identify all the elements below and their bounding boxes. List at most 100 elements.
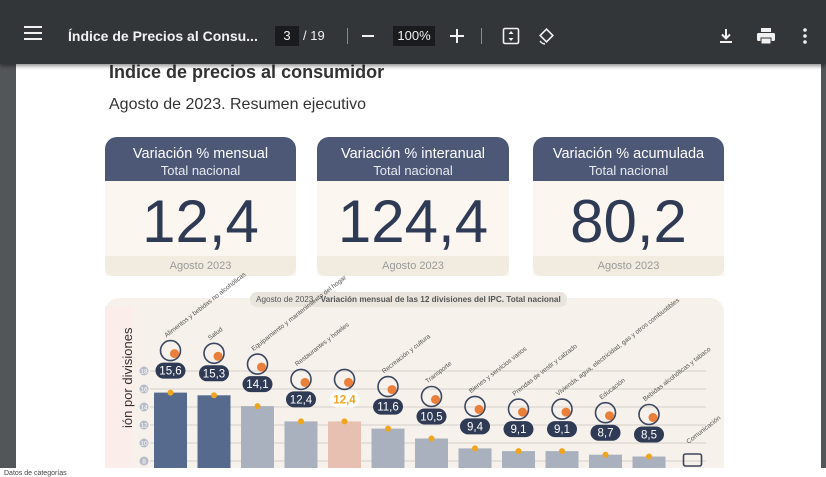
category-icon-accent (648, 413, 658, 422)
page-heading: Índice de precios al consumidor (109, 62, 385, 82)
horizontal-scrollbar[interactable] (0, 468, 826, 477)
phone-icon (682, 453, 703, 467)
category-icon-accent (561, 407, 571, 417)
card-monthly-variation: Variación % mensual Total nacional 12,4 … (105, 137, 296, 276)
bar-data-label: 8,5 (641, 430, 657, 442)
bar-data-label: 14,1 (246, 379, 268, 391)
bar-data-label: 15,3 (203, 368, 225, 380)
category-icon-accent (300, 377, 310, 387)
value-badge (373, 398, 403, 415)
card-subtitle: Total nacional (160, 163, 241, 178)
category-label: Salud (207, 326, 225, 342)
bar-value-marker (602, 451, 609, 458)
bar (589, 454, 622, 470)
pdf-page: Índice de precios al consumidor Agosto d… (16, 40, 821, 470)
y-tick-marker (139, 384, 149, 394)
category-label: Bebidas alcohólicas y tabaco (642, 346, 713, 403)
category-icon-accent (213, 351, 223, 361)
category-icon-accent (257, 362, 266, 372)
menu-icon[interactable] (24, 26, 42, 40)
y-tick-marker (139, 366, 149, 376)
y-tick-marker (139, 420, 149, 430)
category-icon-accent (344, 377, 353, 387)
card-header: Variación % interanual Total nacional (317, 137, 509, 181)
category-icon (246, 353, 269, 375)
card-value: 12,4 (142, 188, 259, 255)
card-accumulated-variation: Variación % acumulada Total nacional 80,… (533, 137, 724, 276)
card-title: Variación % interanual (340, 146, 485, 162)
y-tick-label: 16 (140, 387, 148, 394)
value-badge (242, 376, 273, 393)
value-badge (460, 418, 490, 435)
zoom-level-input[interactable]: 100% (393, 26, 435, 46)
bar-data-label: 8,7 (598, 428, 614, 440)
page-total: / 19 (303, 28, 325, 43)
card-title: Variación % mensual (132, 146, 269, 162)
zoom-out-icon[interactable] (362, 35, 374, 37)
card-footer: Agosto 2023 (533, 256, 724, 276)
value-badge (199, 365, 229, 382)
y-tick-label: 10 (140, 441, 148, 448)
category-icon (464, 395, 486, 418)
card-subtitle: Total nacional (373, 163, 453, 178)
category-icon-accent (518, 407, 527, 417)
category-icon (377, 375, 399, 398)
card-yearly-variation: Variación % interanual Total nacional 12… (317, 137, 509, 276)
category-label: Restaurantes y hoteles (294, 321, 351, 368)
card-body: 12,4 Agosto 2023 (105, 181, 296, 276)
bar-value-marker (298, 418, 304, 425)
value-badge (634, 426, 664, 443)
page-subtitle: Agosto de 2023. Resumen ejecutivo (109, 96, 367, 113)
bar (545, 451, 579, 470)
bar (197, 395, 231, 470)
bar-data-label: 9,1 (511, 424, 527, 436)
pdf-toolbar: Índice de Precios al Consu... 3 / 19 100… (0, 0, 826, 64)
category-icon (594, 401, 617, 424)
card-title: Variación % acumulada (552, 146, 705, 162)
category-icon-accent (170, 349, 179, 359)
card-header: Variación % acumulada Total nacional (533, 137, 724, 181)
category-icon-accent (387, 385, 397, 395)
bar-value-marker (167, 389, 174, 396)
category-label: Comunicación (685, 414, 722, 445)
category-label: Transporte (424, 360, 453, 385)
bar (241, 406, 274, 470)
card-value: 80,2 (570, 188, 687, 255)
bar (415, 438, 448, 470)
bar-data-label: 9,1 (554, 424, 570, 436)
bar-data-label: 15,6 (159, 366, 181, 378)
bar (632, 456, 666, 470)
category-label: Equipamiento y mantenimiento del hogar (250, 274, 348, 353)
bar-value-marker (428, 435, 435, 442)
card-body: 80,2 Agosto 2023 (533, 181, 724, 276)
fit-page-icon[interactable] (502, 27, 520, 45)
value-badge (547, 421, 577, 438)
value-badge (503, 421, 534, 438)
bar-data-label: 12,4 (333, 394, 356, 406)
category-icon (551, 398, 573, 420)
more-options-icon[interactable] (802, 27, 808, 45)
download-icon[interactable] (717, 27, 735, 45)
bar (458, 448, 492, 470)
category-icon (420, 385, 443, 408)
y-tick-label: 8 (142, 459, 146, 466)
rotate-icon[interactable] (537, 27, 555, 45)
value-badge (329, 391, 360, 408)
page-number-input[interactable]: 3 (275, 26, 299, 46)
zoom-in-icon[interactable] (450, 29, 464, 43)
bar (502, 451, 535, 470)
category-icon-accent (605, 411, 614, 421)
category-icon-accent (474, 404, 484, 414)
bar-value-marker (341, 418, 348, 425)
print-icon[interactable] (756, 27, 776, 45)
y-tick-marker (139, 456, 149, 466)
bar-value-marker (515, 448, 522, 455)
y-tick-label: 18 (140, 369, 148, 376)
category-icon (638, 403, 660, 426)
bar-data-label: 9,4 (467, 421, 484, 433)
bar (284, 421, 318, 470)
value-badge (155, 362, 186, 379)
card-footer: Agosto 2023 (105, 256, 296, 276)
y-tick-marker (139, 402, 149, 412)
card-footer: Agosto 2023 (317, 256, 509, 276)
